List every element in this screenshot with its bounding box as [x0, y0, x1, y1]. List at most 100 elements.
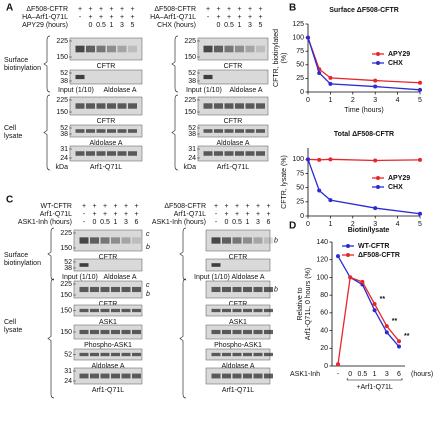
row-label: ASK1-Inh	[290, 371, 320, 378]
blot	[69, 124, 143, 138]
section-label: lysate	[4, 327, 22, 334]
x-axis-label: Time (hours)	[344, 107, 383, 114]
data-point	[373, 206, 378, 211]
blot-band	[224, 129, 234, 133]
lane-label: +	[82, 203, 86, 210]
blot-band	[211, 329, 221, 335]
blot-note: Input (1/10)	[62, 274, 98, 281]
lane-label: +	[130, 14, 134, 21]
x-tick-label: 6	[397, 371, 401, 378]
blot-label: Aldolase A	[221, 363, 254, 370]
blot-label: CFTR	[229, 254, 248, 261]
lane-label: +	[113, 203, 117, 210]
blot-band	[128, 129, 137, 133]
band-label: b	[146, 291, 150, 298]
lane-label: +	[258, 14, 262, 21]
data-point	[397, 344, 401, 349]
data-point	[384, 330, 389, 335]
blot-band	[256, 151, 265, 156]
y-tick-label: 50	[296, 62, 304, 69]
blot	[197, 69, 269, 85]
y-tick-label: 0	[300, 213, 304, 220]
blot-band	[117, 103, 127, 109]
blot-band	[132, 237, 141, 244]
x-tick-label: -	[337, 371, 340, 378]
blot-band	[245, 45, 255, 53]
series-line	[307, 158, 421, 162]
brace	[171, 35, 179, 93]
blot-band	[86, 103, 95, 109]
marker-label: 52	[64, 259, 72, 266]
section-label: Cell	[4, 125, 17, 132]
blot-band	[121, 308, 131, 313]
marker-label: 24	[188, 155, 196, 162]
blot-band	[100, 308, 110, 313]
lane-label: +	[78, 6, 82, 13]
blot	[69, 69, 143, 85]
blot-band	[222, 308, 231, 313]
blot-band	[75, 151, 85, 156]
blot-band	[75, 103, 85, 109]
lane-label: +	[99, 6, 103, 13]
data-point	[373, 158, 378, 163]
lane-label: +	[134, 211, 138, 218]
y-tick-label: 80	[320, 292, 328, 299]
blot-label: Aldolase A	[216, 140, 249, 147]
group-bracket	[346, 378, 403, 381]
blot-band	[243, 308, 252, 313]
y-tick-label: 50	[296, 185, 304, 192]
blot-band	[86, 129, 95, 133]
brace	[179, 227, 187, 281]
data-point	[317, 188, 322, 193]
marker-label: 150	[60, 307, 72, 314]
blot-label: Aldolase A	[231, 274, 264, 281]
lane-label: 0.5	[224, 22, 234, 29]
marker-label: 38	[60, 78, 68, 85]
blot	[69, 37, 143, 61]
unit-label: kDa	[184, 164, 197, 171]
marker-label: 38	[188, 78, 196, 85]
marker-label: 52	[188, 70, 196, 77]
blot-band	[128, 151, 137, 156]
blot-label: Aldolase A	[103, 274, 136, 281]
marker-label: 24	[64, 378, 72, 385]
x-tick-label: 4	[396, 221, 400, 228]
blot-band	[79, 329, 89, 335]
blot-band	[96, 45, 106, 53]
lane-label: +	[258, 6, 262, 13]
blot-band	[243, 352, 252, 357]
blot-band	[235, 151, 244, 156]
blot-band	[79, 373, 89, 379]
lane-label: 3	[124, 219, 128, 226]
blot-label: CFTR	[97, 63, 116, 70]
marker-label: 31	[188, 146, 196, 153]
header-label: WT-CFTR	[41, 203, 73, 210]
marker-label: 225	[60, 281, 72, 288]
blot-band	[75, 129, 85, 133]
blot-band	[132, 352, 141, 357]
legend-label: CHX	[388, 60, 403, 67]
lane-label: +	[248, 14, 252, 21]
y-axis-label: (%)	[281, 53, 288, 64]
blot-band	[117, 129, 127, 133]
blot-band	[90, 329, 99, 335]
data-point	[306, 157, 310, 162]
blot-label: Phospho-ASK1	[84, 342, 132, 349]
blot-band	[222, 286, 231, 293]
blot-band	[100, 352, 110, 357]
y-tick-label: 75	[296, 48, 304, 55]
blot-band	[203, 45, 213, 53]
data-point	[336, 254, 340, 259]
lane-label: +	[103, 203, 107, 210]
blot-label: Arf1-Q71L	[92, 387, 124, 394]
blot-band	[86, 45, 95, 53]
header-label: APY29 (hours)	[22, 22, 68, 29]
blot-label: Arf1-Q71L	[222, 387, 254, 394]
blot-band	[232, 373, 242, 379]
blot-label: Arf1-Q71L	[90, 164, 122, 171]
marker-label: 225	[60, 230, 72, 237]
blot-band	[75, 74, 85, 80]
blot-band	[253, 286, 263, 293]
blot-band	[100, 237, 110, 244]
y-tick-label: 0	[300, 89, 304, 96]
